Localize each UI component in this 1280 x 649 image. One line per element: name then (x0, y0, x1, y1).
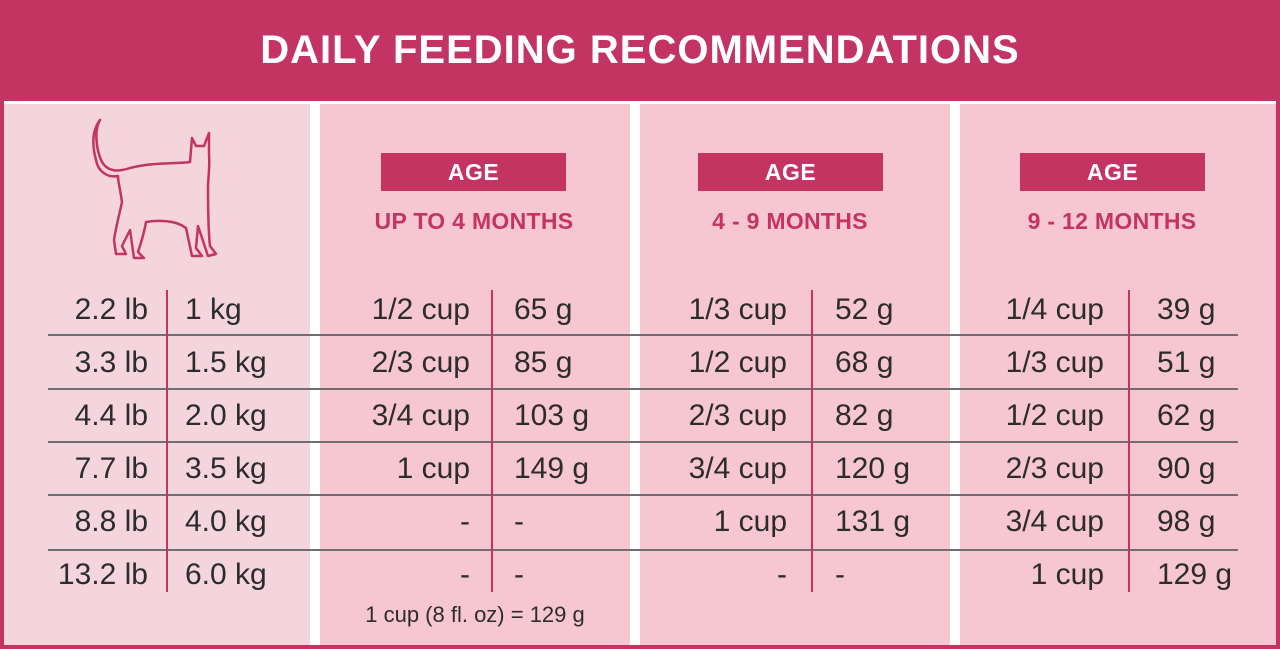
weight-panel (4, 104, 310, 645)
weight-kg-cell: 4.0 kg (185, 505, 267, 538)
gram-cell: 62 g (1157, 399, 1216, 432)
row-divider (48, 388, 1238, 390)
gram-cell: 98 g (1157, 505, 1216, 538)
conversion-footnote: 1 cup (8 fl. oz) = 129 g (365, 602, 585, 627)
cup-cell: 1/2 cup (371, 293, 470, 326)
age-panel-3 (960, 104, 1276, 645)
gram-cell: 39 g (1157, 293, 1216, 326)
cat-silhouette-icon (92, 118, 218, 260)
cup-cell: 3/4 cup (688, 452, 787, 485)
cup-cell: 1 cup (713, 505, 787, 538)
row-divider (48, 549, 1238, 551)
weight-lb-cell: 13.2 lb (57, 558, 148, 591)
gram-cell: 51 g (1157, 346, 1216, 379)
weight-lb-cell: 4.4 lb (74, 399, 148, 432)
cup-cell: 2/3 cup (688, 399, 787, 432)
gram-cell: 85 g (514, 346, 573, 379)
gram-cell: - (835, 558, 845, 591)
row-divider (48, 441, 1238, 443)
age-badge-3: AGE (1020, 153, 1205, 191)
row-divider (48, 494, 1238, 496)
column-divider (491, 290, 493, 592)
weight-lb-cell: 8.8 lb (74, 505, 148, 538)
age-badge-2: AGE (698, 153, 883, 191)
weight-lb-cell: 2.2 lb (74, 293, 148, 326)
age-range-3: 9 - 12 MONTHS (1027, 208, 1197, 234)
gram-cell: 103 g (514, 399, 590, 432)
gram-cell: 65 g (514, 293, 573, 326)
gram-cell: 68 g (835, 346, 894, 379)
column-divider (166, 290, 168, 592)
weight-kg-cell: 1 kg (185, 293, 242, 326)
age-range-2: 4 - 9 MONTHS (712, 208, 868, 234)
cup-cell: 1/4 cup (1005, 293, 1104, 326)
cup-cell: - (460, 558, 470, 591)
weight-lb-cell: 3.3 lb (74, 346, 148, 379)
gram-cell: - (514, 505, 524, 538)
age-badge-1: AGE (381, 153, 566, 191)
cup-cell: 1/2 cup (1005, 399, 1104, 432)
cup-cell: 3/4 cup (371, 399, 470, 432)
cup-cell: 2/3 cup (1005, 452, 1104, 485)
cup-cell: - (460, 505, 470, 538)
gram-cell: 82 g (835, 399, 894, 432)
frame-border-right (1276, 101, 1280, 649)
page-title: DAILY FEEDING RECOMMENDATIONS (0, 0, 1280, 101)
gram-cell: 131 g (835, 505, 911, 538)
weight-kg-cell: 3.5 kg (185, 452, 267, 485)
weight-kg-cell: 2.0 kg (185, 399, 267, 432)
gram-cell: 52 g (835, 293, 894, 326)
age-panel-2 (640, 104, 950, 645)
weight-lb-cell: 7.7 lb (74, 452, 148, 485)
gram-cell: 149 g (514, 452, 590, 485)
age-panel-1 (320, 104, 630, 645)
cup-cell: - (777, 558, 787, 591)
cup-cell: 3/4 cup (1005, 505, 1104, 538)
cup-cell: 1/2 cup (688, 346, 787, 379)
gram-cell: 129 g (1157, 558, 1233, 591)
cup-cell: 1/3 cup (688, 293, 787, 326)
column-divider (1128, 290, 1130, 592)
frame-border-left (0, 101, 4, 649)
gram-cell: 90 g (1157, 452, 1216, 485)
gram-cell: - (514, 558, 524, 591)
age-range-1: UP TO 4 MONTHS (374, 208, 574, 234)
gram-cell: 120 g (835, 452, 911, 485)
weight-kg-cell: 6.0 kg (185, 558, 267, 591)
cup-cell: 1 cup (396, 452, 470, 485)
weight-kg-cell: 1.5 kg (185, 346, 267, 379)
column-divider (811, 290, 813, 592)
cup-cell: 1 cup (1030, 558, 1104, 591)
row-divider (48, 334, 1238, 336)
cup-cell: 1/3 cup (1005, 346, 1104, 379)
cup-cell: 2/3 cup (371, 346, 470, 379)
frame-border-bottom (0, 645, 1280, 649)
